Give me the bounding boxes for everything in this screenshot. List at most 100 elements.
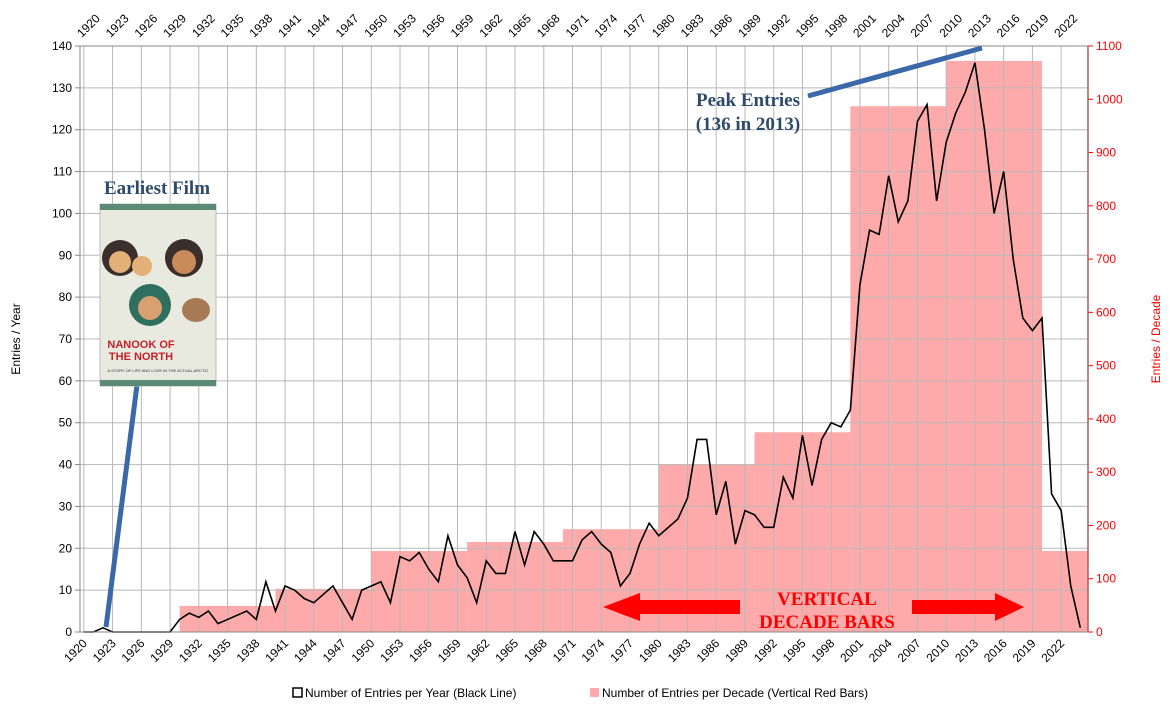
poster-face <box>109 251 131 273</box>
poster-face <box>138 296 162 320</box>
decade-bars <box>83 60 1088 632</box>
x-tick-label: 2007 <box>895 636 924 665</box>
x-tick-label-top: 1971 <box>563 11 592 40</box>
y2-tick-label: 0 <box>1096 625 1103 639</box>
x-tick-label-top: 1959 <box>448 11 477 40</box>
x-tick-label-top: 1956 <box>419 11 448 40</box>
x-tick-label: 2013 <box>952 636 981 665</box>
x-tick-label-top: 2016 <box>994 11 1023 40</box>
poster-band <box>100 204 216 210</box>
y-tick-label: 60 <box>59 374 73 388</box>
decade-bar <box>850 106 947 632</box>
x-tick-label: 1947 <box>320 636 349 665</box>
y-axis-label: Entries / Year <box>9 303 23 374</box>
legend-swatch <box>590 688 599 697</box>
x-tick-label: 1992 <box>751 636 780 665</box>
x-tick-label-top: 1965 <box>505 11 534 40</box>
x-tick-label-top: 1998 <box>821 11 850 40</box>
y-tick-label: 140 <box>52 39 72 53</box>
legend-swatch <box>292 687 303 698</box>
x-tick-label: 1923 <box>90 636 119 665</box>
x-tick-label: 1938 <box>234 636 263 665</box>
x-tick-label: 1929 <box>147 636 176 665</box>
x-tick-label-top: 1992 <box>764 11 793 40</box>
y2-tick-label: 100 <box>1096 572 1116 586</box>
y-tick-label: 110 <box>53 165 72 179</box>
y2-tick-label: 200 <box>1096 518 1116 532</box>
x-tick-label-top: 1932 <box>189 11 218 40</box>
annotation: Earliest Film <box>104 178 210 199</box>
x-tick-label: 1983 <box>665 636 694 665</box>
poster-title: NANOOK OF <box>107 339 175 351</box>
annotation: (136 in 2013) <box>696 114 801 135</box>
y-tick-label: 70 <box>59 332 73 346</box>
y-tick-label: 90 <box>59 248 73 262</box>
x-tick-label-top: 1974 <box>591 11 620 40</box>
x-tick-label-top: 2013 <box>965 11 994 40</box>
x-tick-label: 1959 <box>435 636 464 665</box>
poster-tagline: A STORY OF LIFE AND LOVE IN THE ACTUAL A… <box>108 368 209 373</box>
x-tick-label-top: 1920 <box>74 11 103 40</box>
plot-frame <box>79 45 1089 633</box>
x-tick-label: 1926 <box>119 636 148 665</box>
x-tick-label: 2004 <box>866 636 895 665</box>
x-tick-label: 1920 <box>61 636 90 665</box>
x-tick-label: 1998 <box>809 636 838 665</box>
x-tick-label: 1944 <box>291 636 320 665</box>
x-tick-label-top: 2022 <box>1051 11 1080 40</box>
x-tick-label-top: 1935 <box>218 11 247 40</box>
y2-tick-label: 300 <box>1096 465 1116 479</box>
decade-bar <box>1042 551 1088 632</box>
x-tick-label: 1965 <box>492 636 521 665</box>
y2-tick-label: 700 <box>1096 252 1116 266</box>
x-tick-label-top: 2001 <box>850 11 879 40</box>
legend: Number of Entries per Year (Black Line) … <box>292 686 868 700</box>
x-tick-label-top: 1929 <box>160 11 189 40</box>
x-tick-label-top: 1980 <box>649 11 678 40</box>
x-tick-label-top: 1947 <box>333 11 362 40</box>
poster-title: THE NORTH <box>109 351 173 363</box>
x-tick-label: 1974 <box>579 636 608 665</box>
y2-tick-label: 400 <box>1096 412 1116 426</box>
x-tick-label: 1971 <box>550 636 579 665</box>
earliest-pointer <box>103 384 140 628</box>
x-tick-label: 1995 <box>780 636 809 665</box>
decade-bar <box>371 551 468 632</box>
x-tick-label-top: 2019 <box>1023 11 1052 40</box>
y-tick-label: 120 <box>52 123 72 137</box>
x-tick-label-top: 1983 <box>678 11 707 40</box>
x-tick-label-top: 1941 <box>275 11 304 40</box>
decade-bar <box>946 60 1043 632</box>
decade-bar <box>562 529 659 632</box>
x-tick-label-top: 1944 <box>304 11 333 40</box>
y2-tick-label: 800 <box>1096 199 1116 213</box>
annotation: DECADE BARS <box>759 612 895 633</box>
x-tick-label-top: 2007 <box>908 11 937 40</box>
y2-tick-label: 900 <box>1096 146 1116 160</box>
x-tick-label: 1989 <box>722 636 751 665</box>
x-tick-label: 2016 <box>981 636 1010 665</box>
y-tick-label: 100 <box>52 206 72 220</box>
x-tick-label-top: 1923 <box>103 11 132 40</box>
annotation: Peak Entries <box>696 90 800 111</box>
y-tick-label: 0 <box>65 625 72 639</box>
y-tick-label: 130 <box>52 81 72 95</box>
y2-tick-label: 1000 <box>1096 92 1123 106</box>
x-tick-label: 1935 <box>205 636 234 665</box>
x-tick-label: 2001 <box>837 636 866 665</box>
poster-face <box>172 250 196 274</box>
x-tick-label-top: 2010 <box>936 11 965 40</box>
y-tick-label: 80 <box>59 290 73 304</box>
x-tick-label-top: 1938 <box>247 11 276 40</box>
x-tick-label-top: 1968 <box>534 11 563 40</box>
y2-tick-label: 500 <box>1096 359 1116 373</box>
x-tick-label-top: 1989 <box>735 11 764 40</box>
y2-tick-label: 600 <box>1096 305 1116 319</box>
x-tick-label-top: 1962 <box>476 11 505 40</box>
right-arrow <box>912 593 1024 621</box>
legend-label: Number of Entries per Year (Black Line) <box>305 686 516 700</box>
annotation: VERTICAL <box>777 589 877 610</box>
x-tick-label: 2019 <box>1010 636 1039 665</box>
x-tick-label: 1968 <box>521 636 550 665</box>
y-tick-label: 40 <box>59 458 73 472</box>
